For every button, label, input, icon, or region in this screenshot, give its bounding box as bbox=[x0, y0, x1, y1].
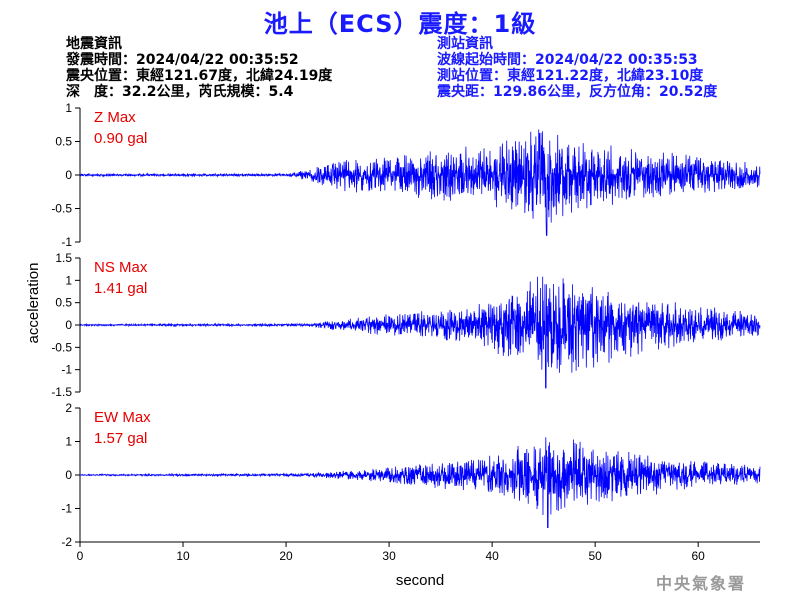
origin-time: 發震時間：2024/04/22 00:35:52 bbox=[66, 52, 299, 68]
station-info-heading: 測站資訊 bbox=[437, 36, 493, 52]
y-tick-label: 0.5 bbox=[55, 135, 72, 149]
y-tick-label: 0 bbox=[65, 168, 72, 182]
y-tick-label: -1 bbox=[61, 363, 72, 377]
y-tick-label: 0 bbox=[65, 318, 72, 332]
epicenter: 震央位置：東經121.67度，北緯24.19度 bbox=[66, 68, 333, 84]
y-tick-label: 2 bbox=[65, 401, 72, 415]
y-tick-label: -0.5 bbox=[51, 340, 72, 354]
agency-footer: 中央氣象署 bbox=[655, 574, 746, 593]
y-tick-label: -1 bbox=[61, 235, 72, 249]
y-tick-label: -0.5 bbox=[51, 202, 72, 216]
x-tick-label: 50 bbox=[588, 549, 602, 563]
event-info-heading: 地震資訊 bbox=[66, 36, 122, 52]
depth-magnitude: 深 度：32.2公里，芮氏規模：5.4 bbox=[66, 84, 294, 100]
x-tick-label: 0 bbox=[77, 549, 84, 563]
y-tick-label: 1.5 bbox=[55, 251, 72, 265]
wave-start-time: 波線起始時間：2024/04/22 00:35:53 bbox=[437, 52, 698, 68]
y-tick-label: -2 bbox=[61, 535, 72, 549]
y-tick-label: -1 bbox=[61, 502, 72, 516]
station-location: 測站位置：東經121.22度，北緯23.10度 bbox=[437, 68, 704, 84]
max-value-ns: 1.41 gal bbox=[94, 280, 147, 297]
y-tick-label: 1 bbox=[65, 435, 72, 449]
waveform-z bbox=[79, 129, 761, 236]
y-tick-label: 1 bbox=[65, 273, 72, 287]
waveform-ew bbox=[79, 437, 761, 528]
y-tick-label: -1.5 bbox=[51, 385, 72, 399]
max-label-z: Z Max bbox=[94, 109, 136, 126]
waveform-ns bbox=[79, 276, 761, 389]
y-axis-label: acceleration bbox=[25, 263, 42, 344]
distance-azimuth: 震央距：129.86公里，反方位角：20.52度 bbox=[437, 84, 718, 100]
x-tick-label: 20 bbox=[279, 549, 293, 563]
y-tick-label: 0.5 bbox=[55, 296, 72, 310]
y-tick-label: 0 bbox=[65, 468, 72, 482]
max-label-ns: NS Max bbox=[94, 259, 148, 276]
x-axis-label: second bbox=[396, 572, 444, 589]
station-info: 測站資訊 波線起始時間：2024/04/22 00:35:53 測站位置：東經1… bbox=[437, 36, 717, 100]
page-title: 池上（ECS）震度：1級 bbox=[263, 10, 537, 38]
x-tick-label: 60 bbox=[692, 549, 706, 563]
max-label-ew: EW Max bbox=[94, 409, 151, 426]
max-value-z: 0.90 gal bbox=[94, 130, 147, 147]
event-info: 地震資訊 發震時間：2024/04/22 00:35:52 震央位置：東經121… bbox=[66, 36, 332, 100]
x-tick-label: 30 bbox=[382, 549, 396, 563]
max-value-ew: 1.57 gal bbox=[94, 430, 147, 447]
x-tick-label: 40 bbox=[485, 549, 499, 563]
y-tick-label: 1 bbox=[65, 101, 72, 115]
x-tick-label: 10 bbox=[176, 549, 190, 563]
